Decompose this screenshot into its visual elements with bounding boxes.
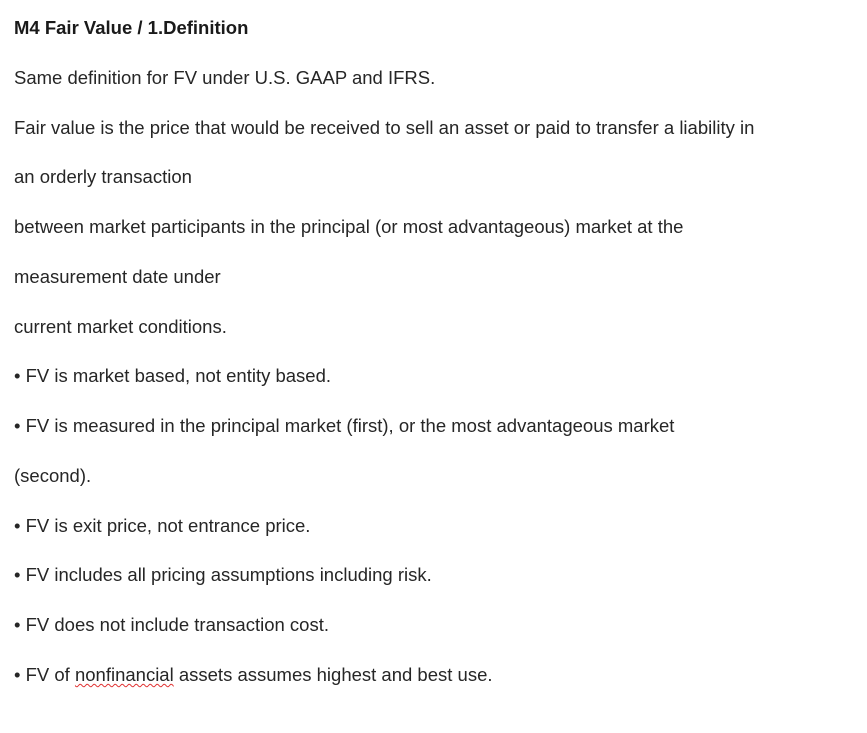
intro-paragraph: Same definition for FV under U.S. GAAP a… xyxy=(14,64,853,92)
definition-line-5: current market conditions. xyxy=(14,313,853,341)
bullet-2-line-1: • FV is measured in the principal market… xyxy=(14,412,853,440)
bullet-6-post: assets assumes highest and best use. xyxy=(174,664,493,685)
bullet-4: • FV includes all pricing assumptions in… xyxy=(14,561,853,589)
bullet-1: • FV is market based, not entity based. xyxy=(14,362,853,390)
definition-line-4: measurement date under xyxy=(14,263,853,291)
bullet-2-line-2: (second). xyxy=(14,462,853,490)
spellcheck-word: nonfinancial xyxy=(75,664,174,685)
bullet-6-pre: • FV of xyxy=(14,664,75,685)
definition-line-1: Fair value is the price that would be re… xyxy=(14,114,853,142)
definition-line-3: between market participants in the princ… xyxy=(14,213,853,241)
bullet-6: • FV of nonfinancial assets assumes high… xyxy=(14,661,853,689)
bullet-3: • FV is exit price, not entrance price. xyxy=(14,512,853,540)
bullet-5: • FV does not include transaction cost. xyxy=(14,611,853,639)
definition-line-2: an orderly transaction xyxy=(14,163,853,191)
document-heading: M4 Fair Value / 1.Definition xyxy=(14,14,853,42)
